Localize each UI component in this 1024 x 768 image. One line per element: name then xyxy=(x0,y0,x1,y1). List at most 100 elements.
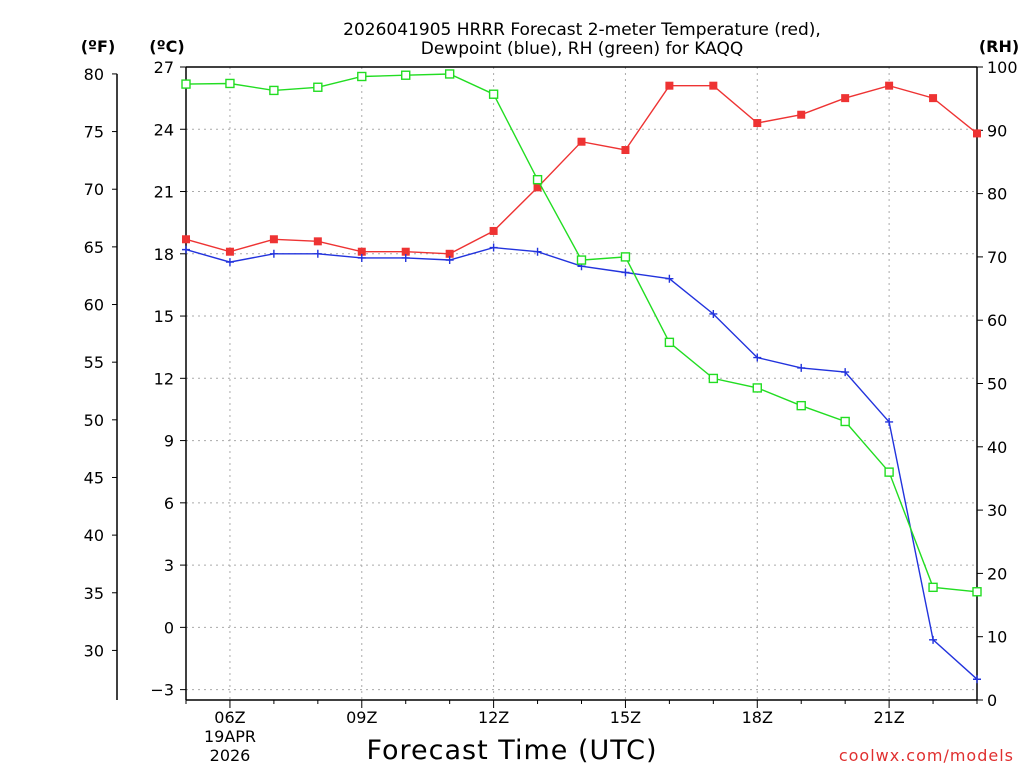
dewpoint-line xyxy=(185,246,978,680)
credit-text: coolwx.com/models xyxy=(839,746,1014,765)
fahrenheit-tick-label: 45 xyxy=(84,468,104,487)
fahrenheit-tick-label: 80 xyxy=(84,65,104,84)
dewpoint-point xyxy=(709,309,718,318)
fahrenheit-tick-label: 30 xyxy=(84,641,104,660)
temperature-point xyxy=(269,235,278,244)
rh-tick-label: 70 xyxy=(987,248,1007,267)
dewpoint-point xyxy=(973,675,981,684)
temperature-point xyxy=(885,81,894,90)
rh-tick-label: 20 xyxy=(987,564,1007,583)
rh-point xyxy=(357,71,367,82)
x-tick-label: 15Z xyxy=(610,708,641,727)
rh-point xyxy=(532,174,543,185)
temperature-point xyxy=(533,183,542,192)
rh-tick-label: 100 xyxy=(987,58,1018,77)
x-tick-label: 09Z xyxy=(346,708,377,727)
x-tick-label: 18Z xyxy=(742,708,773,727)
dewpoint-point xyxy=(225,258,234,267)
rh-tick-label: 80 xyxy=(987,185,1007,204)
rh-unit-label: (RH) xyxy=(979,37,1019,56)
dewpoint-point xyxy=(885,417,894,426)
dewpoint-point xyxy=(533,247,542,256)
fahrenheit-tick-label: 50 xyxy=(84,411,104,430)
rh-point xyxy=(708,373,719,384)
celsius-tick-label: 18 xyxy=(154,245,174,264)
rh-tick-label: 50 xyxy=(987,375,1007,394)
rh-point xyxy=(444,69,455,79)
rh-point xyxy=(752,383,762,393)
x-tick-label: 12Z xyxy=(478,708,509,727)
celsius-tick-label: 3 xyxy=(164,556,174,575)
temperature-point xyxy=(753,119,762,128)
dewpoint-point xyxy=(753,353,762,362)
temperature-point xyxy=(665,81,674,90)
rh-line xyxy=(185,73,978,593)
dewpoint-point xyxy=(401,253,410,262)
temperature-point xyxy=(797,110,806,119)
rh-point xyxy=(313,82,323,92)
dewpoint-point xyxy=(269,249,278,258)
dewpoint-point xyxy=(665,274,674,283)
dewpoint-point xyxy=(621,268,630,277)
fahrenheit-tick-label: 40 xyxy=(84,526,104,545)
rh-point xyxy=(884,467,894,477)
rh-tick-label: 0 xyxy=(987,691,997,710)
temperature-point xyxy=(445,249,454,258)
fahrenheit-unit-label: (ºF) xyxy=(81,37,116,56)
temperature-point xyxy=(182,235,190,244)
temperature-point xyxy=(313,237,322,246)
x-axis-label: Forecast Time (UTC) xyxy=(366,735,657,766)
fahrenheit-tick-label: 60 xyxy=(84,296,104,315)
dewpoint-point xyxy=(929,635,938,644)
temperature-point xyxy=(841,94,850,103)
rh-point xyxy=(401,70,411,80)
rh-tick-label: 60 xyxy=(987,311,1007,330)
date-label-line1: 19APR xyxy=(204,727,256,746)
fahrenheit-tick-label: 70 xyxy=(84,180,104,199)
x-tick-label: 21Z xyxy=(873,708,904,727)
dewpoint-point xyxy=(313,249,322,258)
celsius-tick-label: 15 xyxy=(154,307,174,326)
celsius-tick-label: 6 xyxy=(164,494,174,513)
celsius-tick-label: 9 xyxy=(164,432,174,451)
temperature-point xyxy=(929,94,938,103)
rh-point xyxy=(972,587,982,597)
dewpoint-point xyxy=(357,253,366,262)
temperature-point xyxy=(489,226,498,235)
celsius-tick-label: 21 xyxy=(154,183,174,202)
fahrenheit-tick-label: 55 xyxy=(84,353,104,372)
rh-tick-label: 90 xyxy=(987,121,1007,140)
temperature-point xyxy=(709,81,718,90)
temperature-point xyxy=(401,247,410,256)
rh-tick-label: 30 xyxy=(987,501,1007,520)
chart-title-line1: 2026041905 HRRR Forecast 2-meter Tempera… xyxy=(343,20,821,40)
celsius-tick-label: 12 xyxy=(154,369,174,388)
rh-point xyxy=(620,252,631,262)
chart-title-line2: Dewpoint (blue), RH (green) for KAQQ xyxy=(421,39,744,59)
date-label-line2: 2026 xyxy=(210,746,251,765)
rh-point xyxy=(225,78,235,89)
rh-tick-label: 40 xyxy=(987,438,1007,457)
temperature-point xyxy=(225,247,234,256)
x-tick-label: 06Z xyxy=(214,708,245,727)
dewpoint-point xyxy=(489,243,498,252)
celsius-tick-label: 24 xyxy=(154,120,174,139)
dewpoint-point xyxy=(182,245,190,254)
fahrenheit-tick-label: 65 xyxy=(84,238,104,257)
temperature-point xyxy=(577,137,586,146)
rh-point xyxy=(664,337,675,348)
axes: 30 35 40 45 50 55 60 65 70 75 80 −3 0 3 6 9 12 15 18 21 24 27… xyxy=(84,58,1018,727)
fahrenheit-tick-label: 35 xyxy=(84,584,104,603)
temperature-point xyxy=(973,129,981,138)
series xyxy=(181,69,982,684)
celsius-tick-label: 0 xyxy=(164,618,174,637)
rh-point xyxy=(576,255,587,265)
rh-tick-label: 10 xyxy=(987,628,1007,647)
rh-point xyxy=(488,89,499,99)
temperature-point xyxy=(357,247,366,256)
temperature-point xyxy=(621,146,630,155)
celsius-unit-label: (ºC) xyxy=(149,37,184,56)
rh-point xyxy=(181,79,191,89)
dewpoint-point xyxy=(797,363,806,372)
